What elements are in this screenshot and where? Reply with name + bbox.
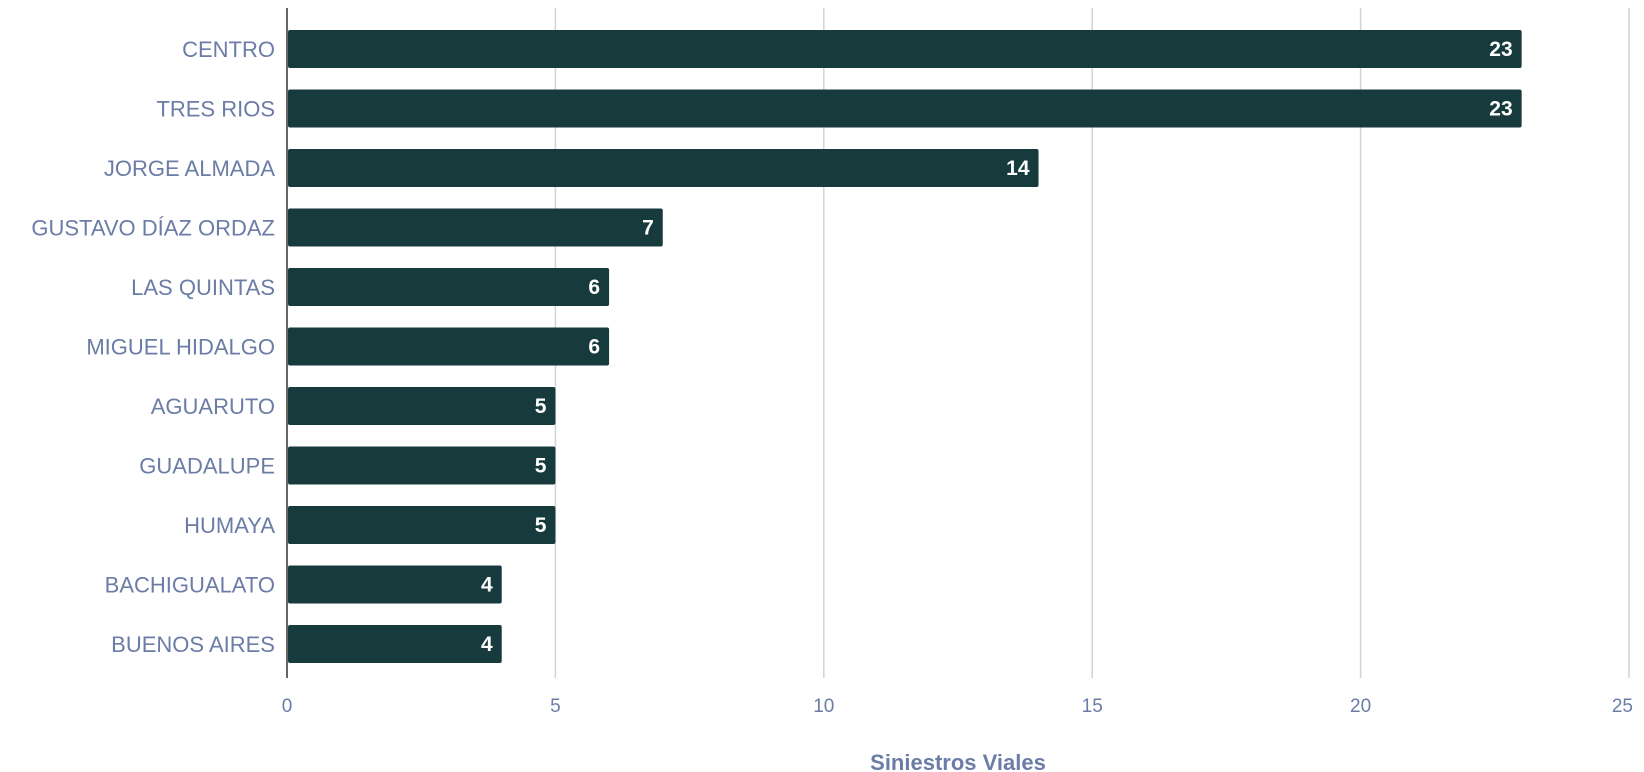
- bar: [288, 446, 556, 485]
- bar-value-label: 6: [588, 336, 600, 359]
- category-label: AGUARUTO: [151, 394, 275, 419]
- bar: [288, 268, 610, 306]
- bar: [288, 565, 502, 604]
- category-label: TRES RIOS: [156, 97, 275, 122]
- category-label: BUENOS AIRES: [111, 632, 275, 657]
- x-tick-label: 10: [813, 696, 834, 717]
- x-tick-label: 25: [1612, 696, 1633, 717]
- x-axis-title: Siniestros Viales: [870, 750, 1046, 772]
- bar-value-label: 5: [535, 514, 547, 537]
- bar: [288, 89, 1522, 128]
- category-label: MIGUEL HIDALGO: [86, 335, 275, 360]
- bars: 23 23 14 7 6 6 5 5 5 4 4: [288, 30, 1522, 663]
- x-tick-label: 15: [1082, 696, 1103, 717]
- bar: [288, 149, 1039, 187]
- category-label: CENTRO: [182, 37, 275, 62]
- bar-value-label: 6: [588, 276, 600, 299]
- category-labels: CENTRO TRES RIOS JORGE ALMADA GUSTAVO DÍAZ …: [31, 37, 275, 657]
- bar-value-label: 7: [642, 217, 654, 240]
- x-tick-label: 0: [282, 696, 293, 717]
- category-label: BACHIGUALATO: [105, 573, 275, 598]
- x-tick-labels: 0 5 10 15 20 25: [282, 696, 1633, 717]
- bar: [288, 327, 610, 366]
- bar: [288, 506, 556, 544]
- bar-value-label: 4: [481, 633, 493, 656]
- bar-value-label: 5: [535, 455, 547, 478]
- category-label: GUSTAVO DÍAZ ORDAZ: [31, 216, 275, 241]
- category-label: JORGE ALMADA: [104, 156, 275, 181]
- bar-value-label: 14: [1006, 157, 1030, 180]
- category-label: LAS QUINTAS: [131, 275, 275, 300]
- category-label: HUMAYA: [184, 513, 275, 538]
- category-label: GUADALUPE: [139, 454, 275, 479]
- bar: [288, 387, 556, 425]
- bar-value-label: 4: [481, 574, 493, 597]
- bar-value-label: 23: [1489, 38, 1512, 61]
- x-tick-label: 5: [550, 696, 561, 717]
- bar: [288, 625, 502, 663]
- x-tick-label: 20: [1350, 696, 1371, 717]
- bar-value-label: 23: [1489, 98, 1512, 121]
- bar: [288, 208, 663, 247]
- bar-value-label: 5: [535, 395, 547, 418]
- bar: [288, 30, 1522, 68]
